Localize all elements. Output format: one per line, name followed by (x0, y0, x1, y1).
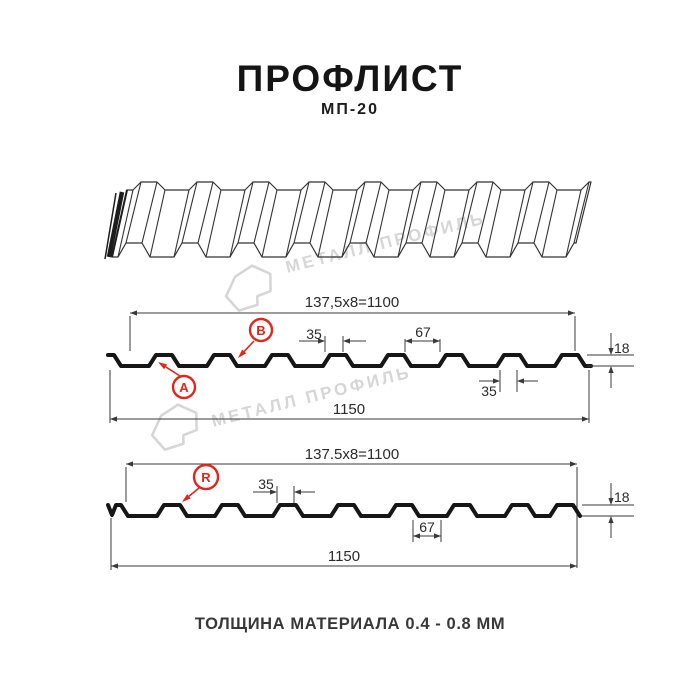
dim-overall-width: 1150 (328, 548, 360, 565)
label-circle-b (248, 317, 274, 343)
brand-logo-icon (150, 403, 198, 451)
dim-crest-spacing: 67 (419, 519, 435, 535)
material-thickness-note: ТОЛЩИНА МАТЕРИАЛА 0.4 - 0.8 ММ (194, 615, 506, 633)
dim-module-width: 137,5x8=1100 (305, 294, 399, 311)
side-label-r: R (201, 470, 211, 485)
dim-crest-width-bottom: 35 (481, 383, 497, 399)
dim-crest-spacing: 67 (415, 324, 431, 340)
page-title: ПРОФЛИСТ (236, 58, 464, 99)
dim-crest-width: 35 (306, 326, 322, 342)
cross-section-side-r: 137.5x8=1100 35 18 67 1150 R (106, 446, 634, 570)
side-label-b: B (256, 323, 265, 338)
dim-profile-height: 18 (614, 340, 630, 356)
cross-section-side-a: 137,5x8=1100 35 67 18 35 1150 A B (106, 294, 634, 423)
dim-crest-width: 35 (258, 476, 274, 492)
side-label-a: A (179, 380, 189, 395)
profile-3d-drawing (104, 181, 592, 260)
brand-logo-icon (224, 264, 272, 312)
profile-model: МП-20 (321, 101, 379, 118)
dim-overall-width: 1150 (333, 401, 365, 418)
label-circle-r (192, 463, 220, 491)
dim-profile-height: 18 (614, 489, 630, 505)
dim-module-width: 137.5x8=1100 (305, 446, 399, 463)
label-circle-a (171, 374, 197, 400)
